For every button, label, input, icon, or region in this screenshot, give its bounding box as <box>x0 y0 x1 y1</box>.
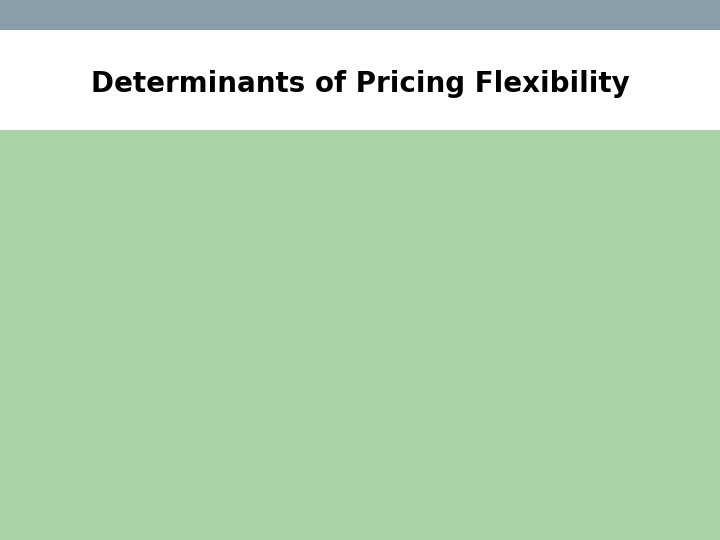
Text: Competition: Competition <box>47 342 148 360</box>
Text: Demand-Cost Gap: Demand-Cost Gap <box>261 342 459 361</box>
Polygon shape <box>198 330 220 372</box>
Text: Pricing
Objectives: Pricing Objectives <box>576 331 664 372</box>
Polygon shape <box>500 330 522 372</box>
Text: 11-16: 11-16 <box>658 514 698 528</box>
Text: Determinants of Pricing Flexibility: Determinants of Pricing Flexibility <box>91 70 629 98</box>
Text: Demand: Demand <box>325 254 395 272</box>
Text: Costs: Costs <box>337 437 383 455</box>
